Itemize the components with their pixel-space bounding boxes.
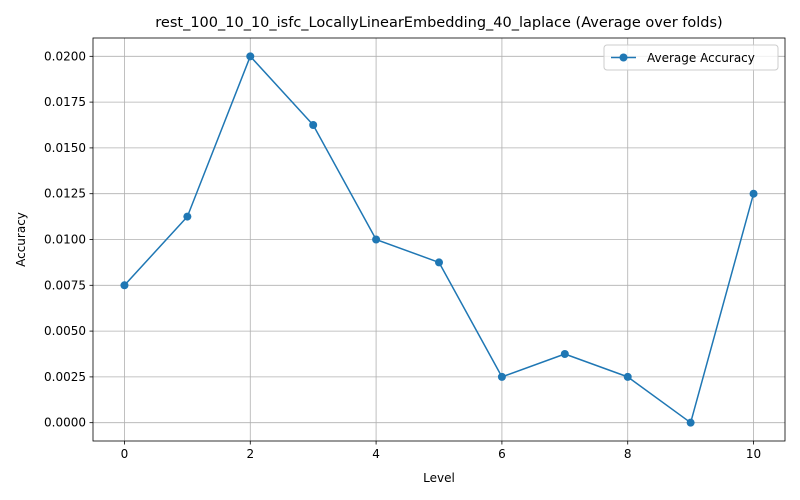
y-tick-label: 0.0050 <box>44 324 86 338</box>
y-tick-label: 0.0025 <box>44 370 86 384</box>
legend: Average Accuracy <box>603 44 779 71</box>
y-tick-label: 0.0075 <box>44 278 86 292</box>
legend-marker-swatch <box>619 53 628 62</box>
x-tick-label: 2 <box>246 447 254 461</box>
data-point <box>435 258 443 267</box>
y-tick-label: 0.0175 <box>44 95 86 109</box>
x-tick-label: 4 <box>372 447 380 461</box>
y-tick-label: 0.0000 <box>44 416 86 430</box>
grid <box>93 38 785 441</box>
data-point <box>686 418 695 427</box>
data-point <box>183 212 192 221</box>
x-axis-ticks: 0 2 4 6 8 10 <box>121 441 761 461</box>
legend-box <box>603 44 779 71</box>
y-axis-label: Accuracy <box>14 212 28 267</box>
data-point <box>309 121 318 130</box>
data-point <box>749 189 758 198</box>
x-tick-label: 6 <box>498 447 506 461</box>
y-axis-ticks: 0.0000 0.0025 0.0050 0.0075 0.0100 0.0125 0.01… <box>44 49 93 430</box>
chart-title: rest_100_10_10_isfc_LocallyLinearEmbeddi… <box>155 15 722 31</box>
data-point <box>623 372 632 381</box>
series-group <box>120 52 758 427</box>
x-axis-label: Level <box>423 471 455 485</box>
x-tick-label: 8 <box>624 447 632 461</box>
data-point <box>246 52 255 61</box>
data-point <box>120 281 129 290</box>
y-tick-label: 0.0125 <box>44 187 86 201</box>
y-tick-label: 0.0100 <box>44 233 86 247</box>
y-tick-label: 0.0150 <box>44 141 86 155</box>
x-tick-label: 10 <box>746 447 761 461</box>
data-point <box>560 349 569 358</box>
x-tick-label: 0 <box>121 447 129 461</box>
data-point <box>497 372 506 381</box>
data-point <box>372 235 381 244</box>
plot-frame <box>92 37 786 442</box>
y-tick-label: 0.0200 <box>44 49 86 63</box>
legend-label: Average Accuracy <box>647 51 755 65</box>
